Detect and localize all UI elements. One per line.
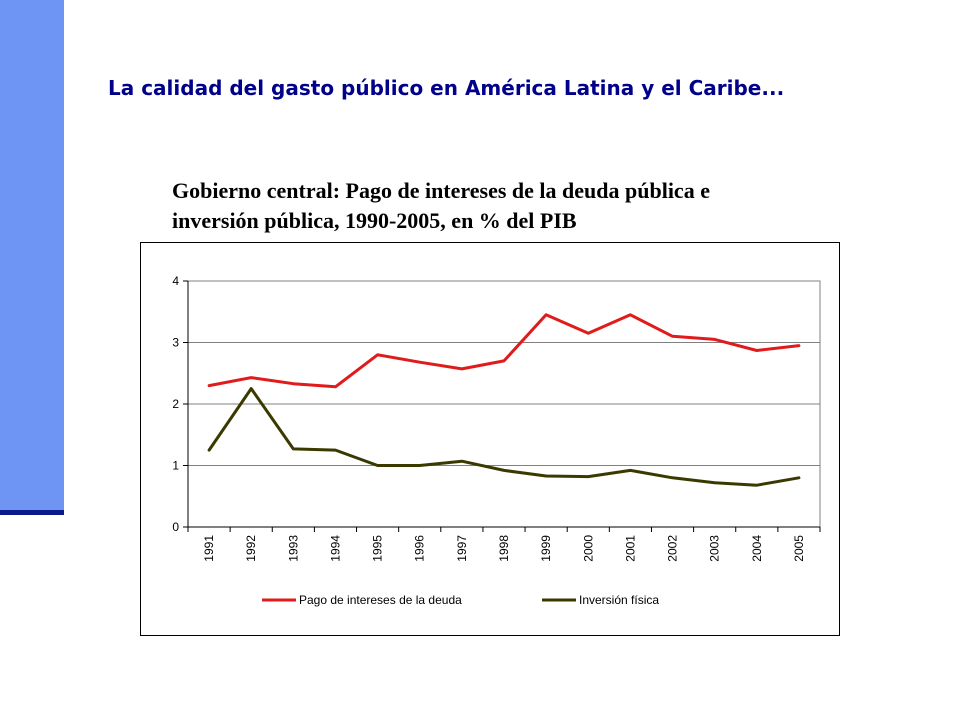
line-chart: 0 1 2 3 4 1991 1992 1993 1994 1995 1996 1997 1998 199… — [172, 274, 821, 607]
legend-label-2: Inversión física — [579, 593, 659, 607]
y-tick-label: 1 — [172, 459, 179, 473]
y-tick-label: 4 — [172, 274, 179, 288]
chart-subtitle-line-1: Gobierno central: Pago de intereses de l… — [172, 178, 710, 203]
chart-subtitle: Gobierno central: Pago de intereses de l… — [172, 176, 892, 236]
x-tick-label: 2005 — [792, 535, 806, 562]
chart-frame: 0 1 2 3 4 1991 1992 1993 1994 1995 1996 1997 1998 199… — [140, 242, 840, 636]
chart-subtitle-line-2: inversión pública, 1990-2005, en % del P… — [172, 208, 577, 233]
x-tick-label: 2001 — [623, 535, 637, 562]
grid-layer — [187, 280, 821, 528]
x-tick-label: 1991 — [202, 535, 216, 562]
x-tick-label: 1996 — [413, 535, 427, 562]
series-line-1 — [207, 313, 801, 389]
x-tick-label: 2002 — [666, 535, 680, 562]
x-tick-label: 2003 — [708, 535, 722, 562]
x-tick-label: 1997 — [455, 535, 469, 562]
side-accent-rule — [0, 510, 64, 515]
x-tick-label: 1994 — [328, 535, 342, 562]
chart-legend: Pago de intereses de la deuda Inversión f… — [262, 593, 659, 607]
y-tick-label: 2 — [172, 397, 179, 411]
x-tick-label: 1993 — [286, 535, 300, 562]
y-tick-label: 3 — [172, 336, 179, 350]
x-tick-label: 2004 — [750, 535, 764, 562]
legend-label-1: Pago de intereses de la deuda — [299, 593, 462, 607]
side-accent-bar — [0, 0, 64, 512]
slide-heading: La calidad del gasto público en América … — [108, 76, 785, 100]
series-layer — [207, 313, 801, 487]
series-line-2 — [207, 387, 801, 487]
x-tick-label: 1992 — [244, 535, 258, 562]
x-tick-label: 1999 — [539, 535, 553, 562]
x-tick-label: 1998 — [497, 535, 511, 562]
axis-layer: 0 1 2 3 4 1991 1992 1993 1994 1995 1996 1997 1998 199… — [172, 274, 821, 562]
x-tick-label: 1995 — [371, 535, 385, 562]
x-tick-label: 2000 — [581, 535, 595, 562]
y-tick-label: 0 — [172, 520, 179, 534]
